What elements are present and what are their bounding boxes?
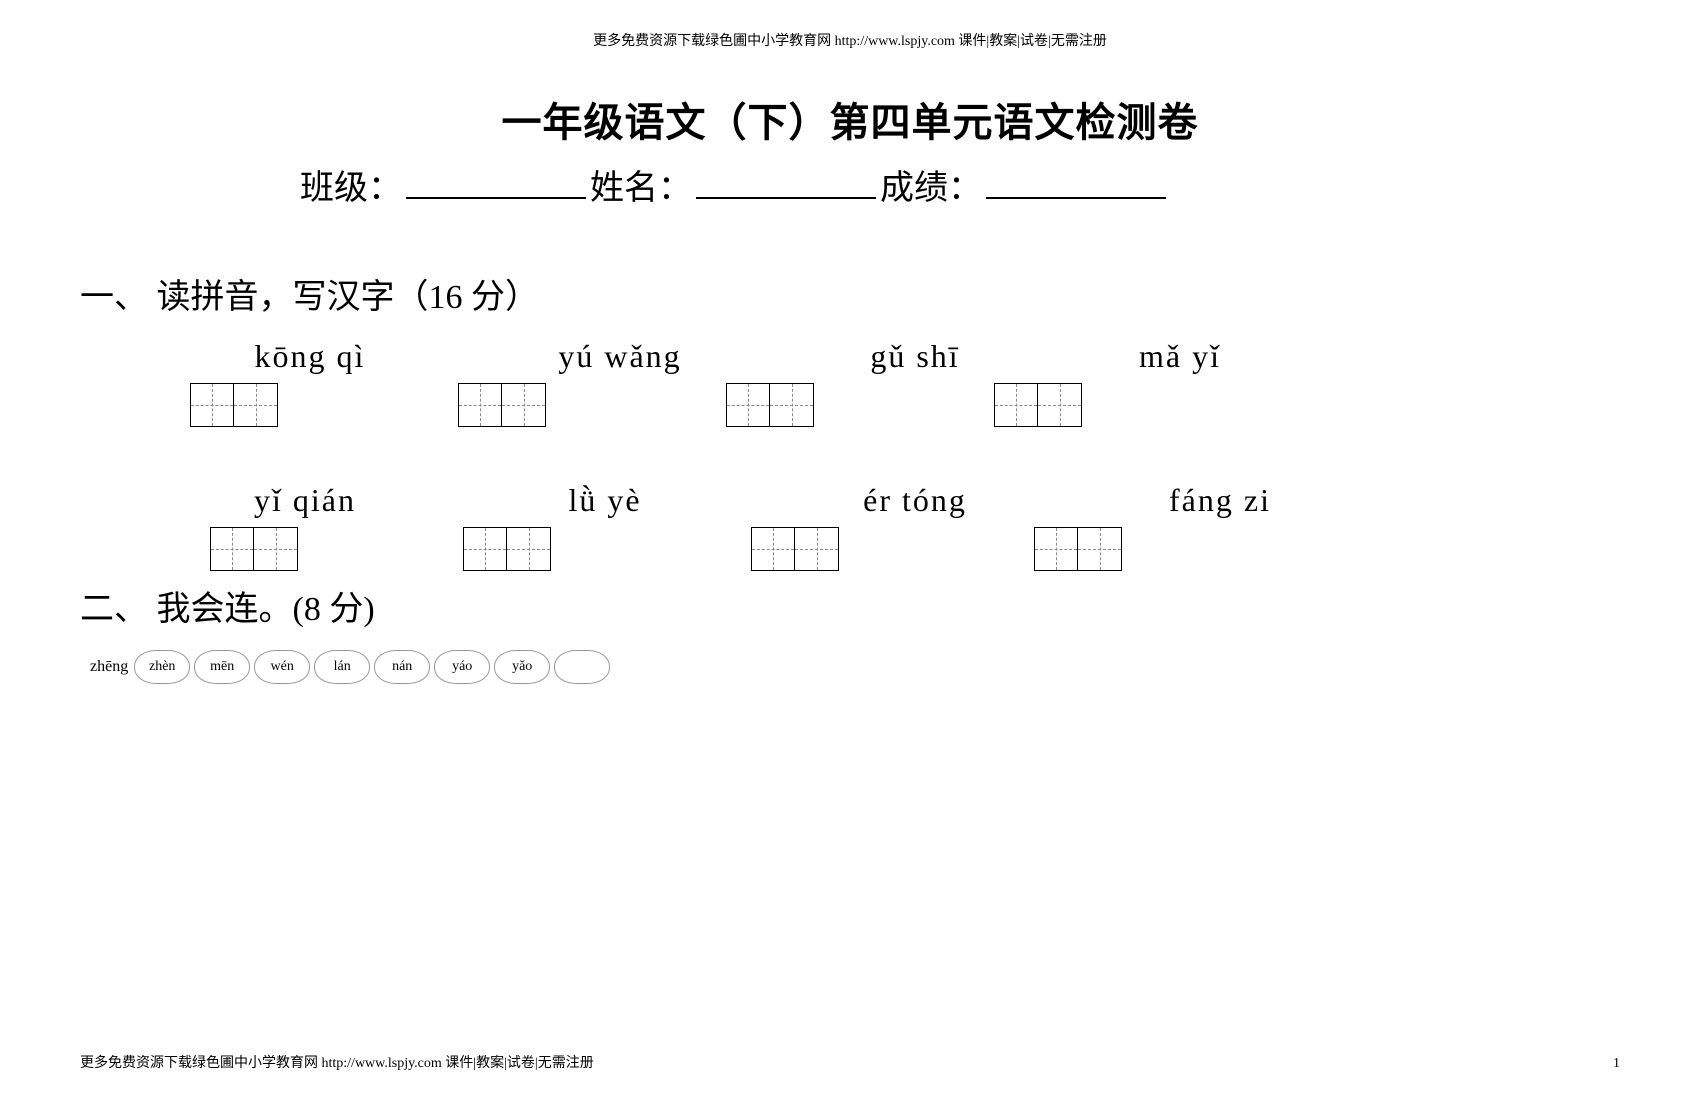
pinyin-row-2: yǐ qián lǜ yè ér tóng fáng zi (80, 482, 1620, 519)
boxes-row-1 (80, 383, 1620, 427)
header-note: 更多免费资源下载绿色圃中小学教育网 http://www.lspjy.com 课… (80, 30, 1620, 50)
pinyin-pill[interactable]: yáo (434, 650, 490, 684)
pinyin-row-1: kōng qì yú wǎng gǔ shī mǎ yǐ (80, 338, 1620, 375)
worksheet-page: 更多免费资源下载绿色圃中小学教育网 http://www.lspjy.com 课… (0, 0, 1700, 704)
page-number: 1 (1613, 1056, 1620, 1072)
pill-row: zhēng zhèn mēn wén lán nán yáo yǎo (80, 650, 1620, 684)
pinyin-2: yú wǎng (500, 338, 740, 375)
tian-box-pair[interactable] (463, 527, 551, 571)
page-title: 一年级语文（下）第四单元语文检测卷 (80, 90, 1620, 148)
pinyin-4: mǎ yǐ (1090, 338, 1270, 375)
class-label: 班级： (300, 160, 402, 209)
pill-first-label: zhēng (90, 658, 128, 676)
tian-box-pair[interactable] (190, 383, 278, 427)
pinyin-6: lǜ yè (490, 482, 720, 519)
tian-box-pair[interactable] (1034, 527, 1122, 571)
tian-box-pair[interactable] (751, 527, 839, 571)
pinyin-pill[interactable]: nán (374, 650, 430, 684)
footer-note: 更多免费资源下载绿色圃中小学教育网 http://www.lspjy.com 课… (80, 1052, 594, 1072)
tian-box-pair[interactable] (726, 383, 814, 427)
class-blank[interactable] (406, 167, 586, 199)
pinyin-5: yǐ qián (190, 482, 420, 519)
pinyin-3: gǔ shī (810, 338, 1020, 375)
pinyin-8: fáng zi (1110, 482, 1330, 519)
name-label: 姓名： (590, 160, 692, 209)
tian-box-pair[interactable] (458, 383, 546, 427)
pinyin-pill[interactable]: lán (314, 650, 370, 684)
tian-box-pair[interactable] (994, 383, 1082, 427)
section-1-heading: 一、 读拼音，写汉字（16 分） (80, 269, 1620, 318)
score-label: 成绩： (880, 160, 982, 209)
section-2-heading: 二、 我会连。(8 分) (80, 581, 1620, 630)
pinyin-7: ér tóng (790, 482, 1040, 519)
pinyin-pill[interactable]: mēn (194, 650, 250, 684)
pinyin-pill[interactable] (554, 650, 610, 684)
pinyin-pill[interactable]: zhèn (134, 650, 190, 684)
pinyin-1: kōng qì (190, 338, 430, 375)
tian-box-pair[interactable] (210, 527, 298, 571)
score-blank[interactable] (986, 167, 1166, 199)
student-info-line: 班级： 姓名： 成绩： (80, 160, 1620, 209)
name-blank[interactable] (696, 167, 876, 199)
boxes-row-2 (80, 527, 1620, 571)
pinyin-pill[interactable]: yǎo (494, 650, 550, 684)
pinyin-pill[interactable]: wén (254, 650, 310, 684)
